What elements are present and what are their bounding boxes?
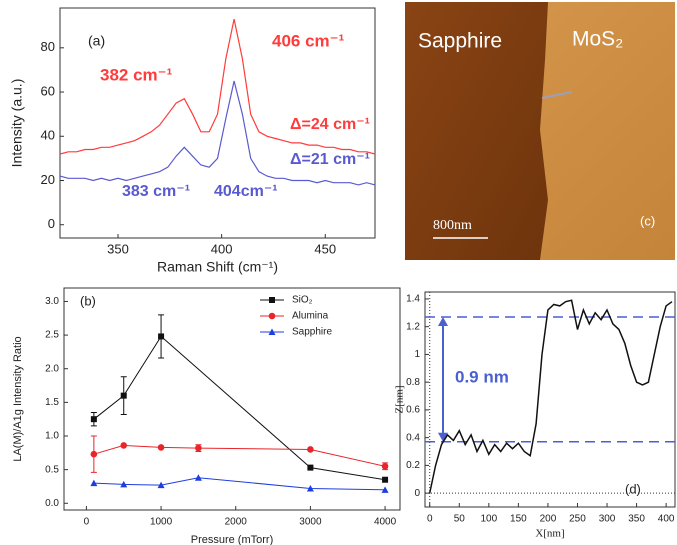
marker [91, 451, 98, 458]
x-tick-label: 0 [84, 517, 90, 528]
x-tick-label: 150 [510, 514, 527, 525]
y-axis-label: Z[nm] [394, 385, 406, 413]
x-tick-label: 450 [314, 241, 336, 256]
marker [382, 463, 389, 470]
marker [91, 416, 97, 422]
y-tick-label: 1.4 [406, 294, 420, 305]
y-tick-label: 1.0 [45, 431, 59, 442]
y-tick-label: 60 [41, 83, 55, 98]
panel-label: (b) [80, 293, 96, 308]
plot-frame [425, 292, 675, 507]
annotation: Δ=21 cm⁻¹ [290, 151, 370, 168]
image-label: MoS₂ [572, 28, 623, 51]
marker [158, 444, 165, 451]
y-tick-label: 0.2 [406, 460, 420, 471]
y-tick-label: 1 [414, 349, 420, 360]
x-axis-label: Raman Shift (cm⁻¹) [157, 259, 278, 275]
x-tick-label: 4000 [374, 517, 397, 528]
marker [158, 333, 164, 339]
y-tick-label: 1.5 [45, 397, 59, 408]
x-tick-label: 300 [599, 514, 616, 525]
y-tick-label: 0.8 [406, 377, 420, 388]
data-line [94, 445, 385, 466]
annotation: Δ=24 cm⁻¹ [290, 116, 370, 133]
chart-panel: 350 400 450 0 20 40 60 80 Raman Shift (cm⁻¹) Inte… [9, 8, 375, 275]
annotation: 382 cm⁻¹ [100, 65, 173, 84]
y-tick-label: 80 [41, 39, 55, 54]
annotation: 383 cm⁻¹ [122, 183, 190, 200]
y-tick-label: 3.0 [45, 296, 59, 307]
marker [269, 313, 276, 320]
panel-label: (d) [625, 481, 641, 496]
y-tick-label: 0.0 [45, 498, 59, 509]
marker [195, 445, 202, 452]
afm-image: Sapphire MoS₂ 800nm (c) [405, 2, 675, 260]
y-tick-label: 0 [48, 216, 55, 231]
annotation: 0.9 nm [455, 367, 509, 386]
x-tick-label: 350 [628, 514, 645, 525]
marker [307, 465, 313, 471]
x-axis-label: Pressure (mTorr) [191, 534, 274, 545]
y-tick-label: 40 [41, 128, 55, 143]
x-tick-label: 250 [569, 514, 586, 525]
x-tick-label: 2000 [225, 517, 248, 528]
y-tick-label: 2.5 [45, 330, 59, 341]
data-line [94, 336, 385, 479]
image-label: Sapphire [418, 30, 502, 53]
x-tick-label: 400 [658, 514, 675, 525]
marker [382, 477, 388, 483]
y-tick-label: 0.4 [406, 432, 420, 443]
annotation: 406 cm⁻¹ [272, 31, 345, 50]
x-tick-label: 200 [540, 514, 557, 525]
legend-label: Sapphire [292, 327, 332, 338]
y-tick-label: 20 [41, 172, 55, 187]
y-tick-label: 0.5 [45, 464, 59, 475]
y-axis-label: LA(M)/A1g Intensity Ratio [12, 336, 24, 461]
chart-panel: 0 1000 2000 3000 4000 0.0 0.5 1.0 1.5 2.0 2.5 3.0 Pr… [12, 288, 400, 545]
y-tick-label: 1.2 [406, 321, 420, 332]
x-tick-label: 100 [480, 514, 497, 525]
marker [307, 446, 314, 453]
y-tick-label: 2.0 [45, 363, 59, 374]
x-axis-label: X[nm] [535, 528, 564, 540]
x-tick-label: 350 [107, 241, 129, 256]
panel-label: (c) [640, 213, 655, 228]
panel-label: (a) [88, 33, 105, 49]
legend-label: Alumina [292, 311, 329, 322]
x-tick-label: 3000 [299, 517, 322, 528]
y-tick-label: 0.6 [406, 405, 420, 416]
x-tick-label: 0 [427, 514, 433, 525]
y-tick-label: 0 [414, 488, 420, 499]
chart-panel: 0 50 100 150 200 250 300 350 400 0 0.2 0.4 0.6 0.8 1 1.… [394, 292, 675, 540]
y-axis-label: Intensity (a.u.) [9, 79, 25, 168]
data-line [430, 300, 672, 493]
x-tick-label: 50 [454, 514, 466, 525]
figure: Sapphire MoS₂ 800nm (c) 350 400 450 0 20 40 60… [0, 0, 677, 545]
data-line [94, 478, 385, 490]
legend-label: SiO₂ [292, 295, 313, 306]
marker [120, 442, 127, 449]
x-tick-label: 1000 [150, 517, 173, 528]
x-tick-label: 400 [211, 241, 233, 256]
annotation: 404cm⁻¹ [214, 183, 278, 200]
scale-bar-label: 800nm [433, 218, 472, 233]
marker [269, 297, 275, 303]
marker [121, 393, 127, 399]
